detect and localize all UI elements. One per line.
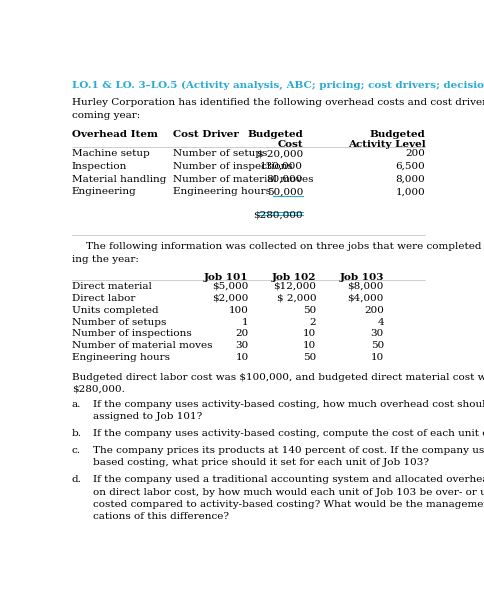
Text: Engineering: Engineering xyxy=(72,187,136,196)
Text: 50: 50 xyxy=(302,353,316,362)
Text: Number of inspections: Number of inspections xyxy=(173,162,292,171)
Text: Budgeted: Budgeted xyxy=(369,130,424,138)
Text: Number of setups: Number of setups xyxy=(173,149,267,159)
Text: If the company used a traditional accounting system and allocated overhead based: If the company used a traditional accoun… xyxy=(92,476,484,484)
Text: b.: b. xyxy=(72,429,82,438)
Text: Inspection: Inspection xyxy=(72,162,127,171)
Text: Job 102: Job 102 xyxy=(271,272,316,282)
Text: The following information was collected on three jobs that were completed dur-: The following information was collected … xyxy=(86,242,484,252)
Text: coming year:: coming year: xyxy=(72,111,140,120)
Text: Number of setups: Number of setups xyxy=(72,318,166,327)
Text: If the company uses activity-based costing, compute the cost of each unit of Job: If the company uses activity-based costi… xyxy=(92,429,484,438)
Text: Engineering hours: Engineering hours xyxy=(173,187,271,196)
Text: 10: 10 xyxy=(370,353,383,362)
Text: 20: 20 xyxy=(235,329,248,338)
Text: Hurley Corporation has identified the following overhead costs and cost drivers : Hurley Corporation has identified the fo… xyxy=(72,99,484,108)
Text: Direct material: Direct material xyxy=(72,282,151,291)
Text: $8,000: $8,000 xyxy=(347,282,383,291)
Text: 50,000: 50,000 xyxy=(266,187,302,196)
Text: $280,000.: $280,000. xyxy=(72,385,124,394)
Text: $2,000: $2,000 xyxy=(212,294,248,303)
Text: 50: 50 xyxy=(370,341,383,350)
Text: Material handling: Material handling xyxy=(72,174,166,184)
Text: ing the year:: ing the year: xyxy=(72,255,138,264)
Text: cations of this difference?: cations of this difference? xyxy=(92,512,228,521)
Text: 10: 10 xyxy=(302,329,316,338)
Text: a.: a. xyxy=(72,400,81,409)
Text: $12,000: $12,000 xyxy=(272,282,316,291)
Text: 1: 1 xyxy=(242,318,248,327)
Text: Engineering hours: Engineering hours xyxy=(72,353,169,362)
Text: d.: d. xyxy=(72,476,82,484)
Text: Units completed: Units completed xyxy=(72,306,158,315)
Text: Budgeted: Budgeted xyxy=(247,130,302,138)
Text: Machine setup: Machine setup xyxy=(72,149,150,159)
Text: Number of material moves: Number of material moves xyxy=(72,341,212,350)
Text: 1,000: 1,000 xyxy=(394,187,424,196)
Text: 30: 30 xyxy=(370,329,383,338)
Text: on direct labor cost, by how much would each unit of Job 103 be over- or under-: on direct labor cost, by how much would … xyxy=(92,488,484,496)
Text: 4: 4 xyxy=(377,318,383,327)
Text: 200: 200 xyxy=(363,306,383,315)
Text: 10: 10 xyxy=(302,341,316,350)
Text: If the company uses activity-based costing, how much overhead cost should be: If the company uses activity-based costi… xyxy=(92,400,484,409)
Text: Number of material moves: Number of material moves xyxy=(173,174,313,184)
Text: 200: 200 xyxy=(405,149,424,159)
Text: Number of inspections: Number of inspections xyxy=(72,329,191,338)
Text: Job 101: Job 101 xyxy=(204,272,248,282)
Text: costed compared to activity-based costing? What would be the management impli-: costed compared to activity-based costin… xyxy=(92,500,484,509)
Text: based costing, what price should it set for each unit of Job 103?: based costing, what price should it set … xyxy=(92,458,428,468)
Text: The company prices its products at 140 percent of cost. If the company uses acti: The company prices its products at 140 p… xyxy=(92,446,484,455)
Text: 10: 10 xyxy=(235,353,248,362)
Text: 30: 30 xyxy=(235,341,248,350)
Text: 6,500: 6,500 xyxy=(394,162,424,171)
Text: Budgeted direct labor cost was $100,000, and budgeted direct material cost was: Budgeted direct labor cost was $100,000,… xyxy=(72,373,484,382)
Text: 130,000: 130,000 xyxy=(259,162,302,171)
Text: $ 20,000: $ 20,000 xyxy=(257,149,302,159)
Text: $280,000: $280,000 xyxy=(253,211,302,219)
Text: 8,000: 8,000 xyxy=(394,174,424,184)
Text: Direct labor: Direct labor xyxy=(72,294,135,303)
Text: 50: 50 xyxy=(302,306,316,315)
Text: 100: 100 xyxy=(228,306,248,315)
Text: Cost Driver: Cost Driver xyxy=(173,130,239,138)
Text: 80,000: 80,000 xyxy=(266,174,302,184)
Text: 2: 2 xyxy=(309,318,316,327)
Text: Activity Level: Activity Level xyxy=(347,140,424,149)
Text: $ 2,000: $ 2,000 xyxy=(276,294,316,303)
Text: $5,000: $5,000 xyxy=(212,282,248,291)
Text: $4,000: $4,000 xyxy=(347,294,383,303)
Text: LO.1 & LO. 3–LO.5 (Activity analysis, ABC; pricing; cost drivers; decision makin: LO.1 & LO. 3–LO.5 (Activity analysis, AB… xyxy=(72,81,484,89)
Text: Job 103: Job 103 xyxy=(339,272,383,282)
Text: assigned to Job 101?: assigned to Job 101? xyxy=(92,412,201,421)
Text: Overhead Item: Overhead Item xyxy=(72,130,157,138)
Text: Cost: Cost xyxy=(277,140,302,149)
Text: c.: c. xyxy=(72,446,81,455)
